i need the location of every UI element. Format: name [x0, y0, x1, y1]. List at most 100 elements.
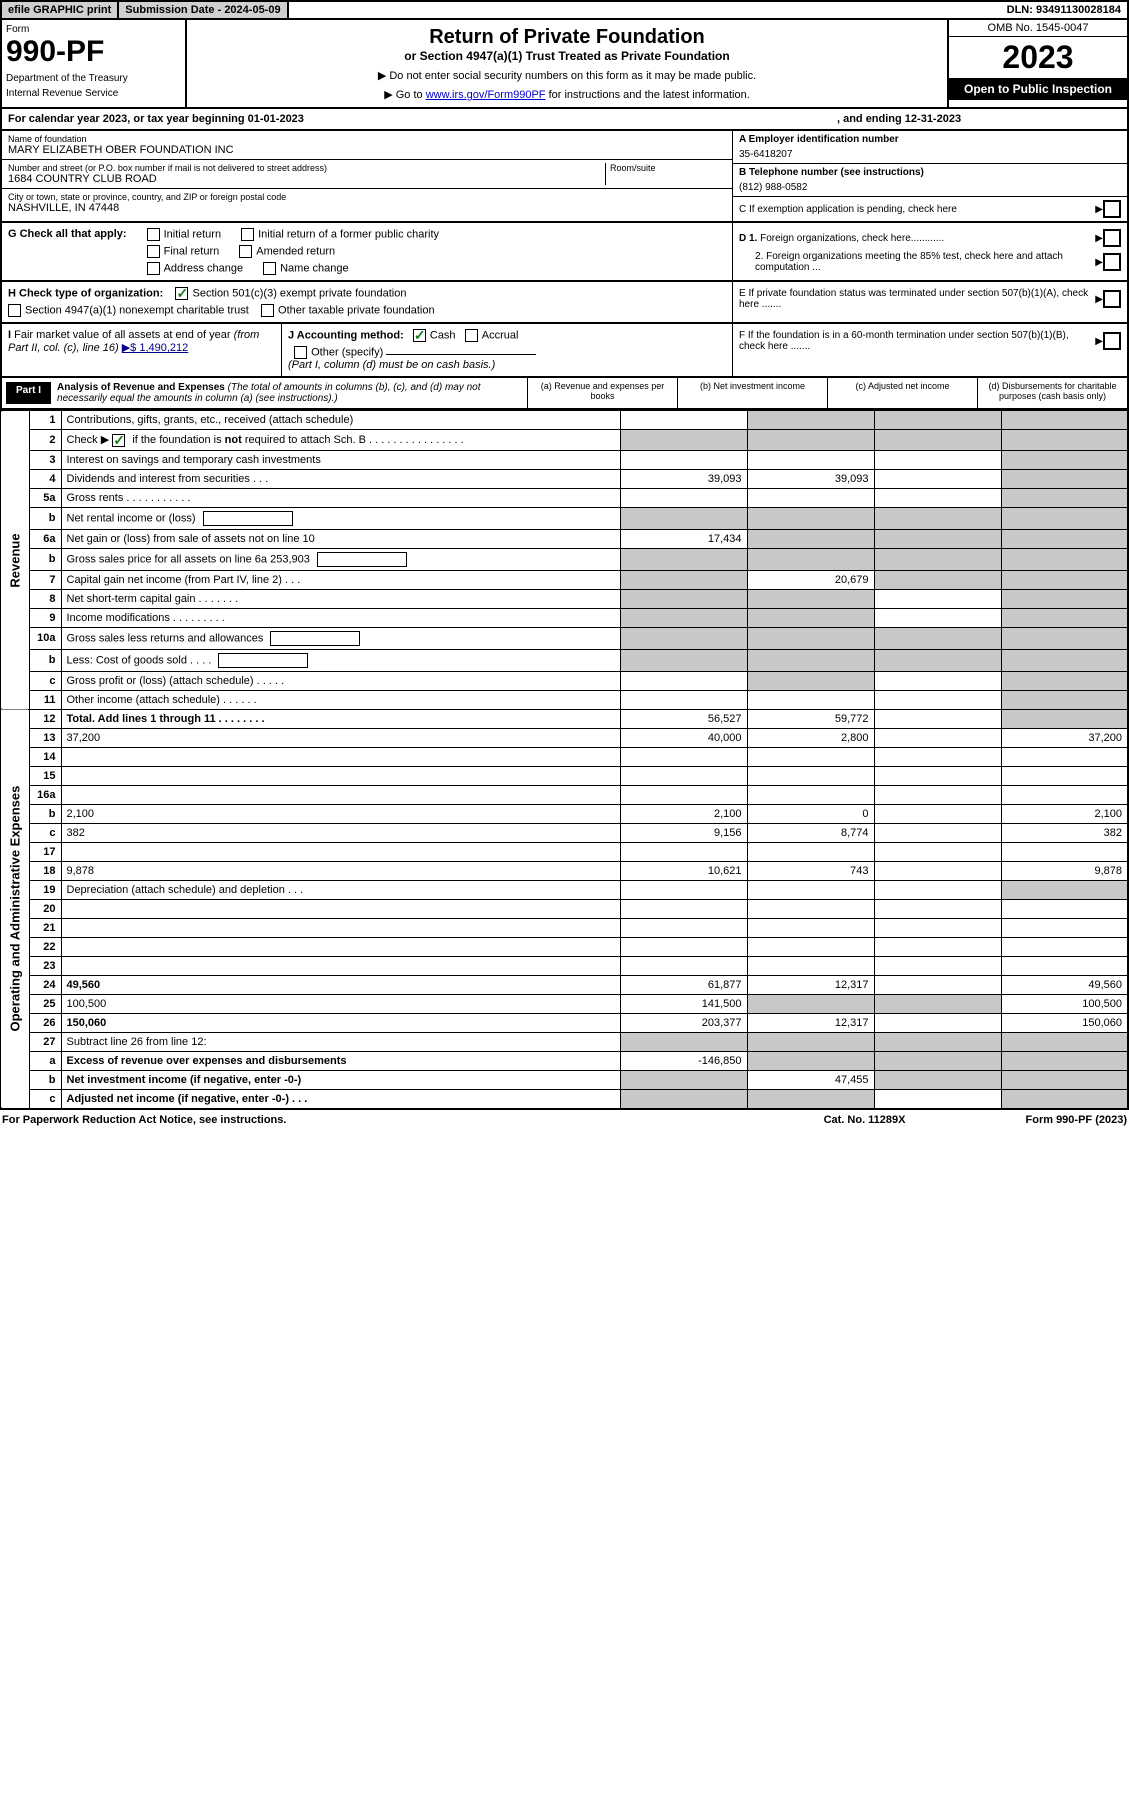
- accrual-chk[interactable]: [465, 329, 478, 342]
- row-description: Depreciation (attach schedule) and deple…: [61, 880, 620, 899]
- expenses-side-label: Operating and Administrative Expenses: [1, 709, 29, 1109]
- cell-a: 39,093: [620, 469, 747, 488]
- address-change-chk[interactable]: [147, 262, 160, 275]
- e-checkbox[interactable]: [1103, 290, 1121, 308]
- cell-b: [747, 690, 874, 709]
- cell-c: [874, 1051, 1001, 1070]
- 501c3-chk[interactable]: [175, 287, 188, 300]
- cell-b: 39,093: [747, 469, 874, 488]
- table-row: 27Subtract line 26 from line 12:: [1, 1032, 1128, 1051]
- cell-d: 49,560: [1001, 975, 1128, 994]
- row-description: Gross profit or (loss) (attach schedule)…: [61, 671, 620, 690]
- row-number: c: [29, 823, 61, 842]
- f-block: F If the foundation is in a 60-month ter…: [732, 324, 1127, 376]
- table-row: 25100,500141,500100,500: [1, 994, 1128, 1013]
- cell-b: [747, 937, 874, 956]
- e-block: E If private foundation status was termi…: [732, 282, 1127, 322]
- cell-d: [1001, 880, 1128, 899]
- amended-return-chk[interactable]: [239, 245, 252, 258]
- cell-b: [747, 548, 874, 570]
- cell-c: [874, 1070, 1001, 1089]
- amended-return-lbl: Amended return: [256, 245, 335, 257]
- cell-b: [747, 880, 874, 899]
- table-row: 11Other income (attach schedule) . . . .…: [1, 690, 1128, 709]
- row-number: 1: [29, 411, 61, 430]
- cell-b: [747, 956, 874, 975]
- row-number: 11: [29, 690, 61, 709]
- row-description: Check ▶ if the foundation is not require…: [61, 430, 620, 451]
- row-number: 4: [29, 469, 61, 488]
- cell-a: [620, 880, 747, 899]
- d1-checkbox[interactable]: [1103, 229, 1121, 247]
- cell-b: 12,317: [747, 975, 874, 994]
- other-specify-chk[interactable]: [294, 346, 307, 359]
- table-row: 2449,56061,87712,31749,560: [1, 975, 1128, 994]
- cell-b: 2,800: [747, 728, 874, 747]
- form-title: Return of Private Foundation: [197, 26, 937, 49]
- cell-a: -146,850: [620, 1051, 747, 1070]
- cell-a: [620, 411, 747, 430]
- row-number: 25: [29, 994, 61, 1013]
- cell-a: 10,621: [620, 861, 747, 880]
- row-number: 3: [29, 450, 61, 469]
- cell-a: [620, 507, 747, 529]
- cash-chk[interactable]: [413, 329, 426, 342]
- 4947a1-chk[interactable]: [8, 304, 21, 317]
- cell-a: [620, 430, 747, 451]
- row-description: 382: [61, 823, 620, 842]
- cell-c: [874, 589, 1001, 608]
- cell-b: 12,317: [747, 1013, 874, 1032]
- address-change-lbl: Address change: [164, 262, 244, 274]
- cell-b: 0: [747, 804, 874, 823]
- cell-d: [1001, 1089, 1128, 1109]
- row-description: Dividends and interest from securities .…: [61, 469, 620, 488]
- cell-b: [747, 450, 874, 469]
- final-return-chk[interactable]: [147, 245, 160, 258]
- cell-d: 150,060: [1001, 1013, 1128, 1032]
- cell-c: [874, 627, 1001, 649]
- exemption-pending-checkbox[interactable]: [1103, 200, 1121, 218]
- dept-treasury: Department of the Treasury: [6, 73, 181, 84]
- revenue-side-label: Revenue: [1, 411, 29, 710]
- initial-former-chk[interactable]: [241, 228, 254, 241]
- initial-return-chk[interactable]: [147, 228, 160, 241]
- d2-checkbox[interactable]: [1103, 253, 1121, 271]
- row-number: 19: [29, 880, 61, 899]
- other-taxable-chk[interactable]: [261, 304, 274, 317]
- cell-b: [747, 1089, 874, 1109]
- sch-b-chk[interactable]: [112, 434, 125, 447]
- efile-print-btn[interactable]: efile GRAPHIC print: [2, 2, 119, 18]
- cell-c: [874, 608, 1001, 627]
- cell-a: 203,377: [620, 1013, 747, 1032]
- ein-lbl: A Employer identification number: [739, 134, 1121, 145]
- cell-a: 40,000: [620, 728, 747, 747]
- form990pf-link[interactable]: www.irs.gov/Form990PF: [426, 89, 546, 101]
- tax-year: 2023: [949, 37, 1127, 78]
- row-number: b: [29, 1070, 61, 1089]
- row-number: c: [29, 671, 61, 690]
- cell-c: [874, 880, 1001, 899]
- row-number: 2: [29, 430, 61, 451]
- row-description: [61, 747, 620, 766]
- table-row: 9Income modifications . . . . . . . . .: [1, 608, 1128, 627]
- row-description: 150,060: [61, 1013, 620, 1032]
- cell-d: [1001, 766, 1128, 785]
- cell-d: 9,878: [1001, 861, 1128, 880]
- addr-lbl: Number and street (or P.O. box number if…: [8, 163, 601, 173]
- cell-d: [1001, 842, 1128, 861]
- table-row: 6aNet gain or (loss) from sale of assets…: [1, 529, 1128, 548]
- cell-a: [620, 627, 747, 649]
- cell-b: [747, 627, 874, 649]
- row-description: [61, 956, 620, 975]
- footer-left: For Paperwork Reduction Act Notice, see …: [2, 1114, 824, 1126]
- row-description: Net gain or (loss) from sale of assets n…: [61, 529, 620, 548]
- form-label: Form: [6, 24, 181, 35]
- row-description: 100,500: [61, 994, 620, 1013]
- note2-post: for instructions and the latest informat…: [546, 89, 750, 101]
- cell-c: [874, 709, 1001, 728]
- f-checkbox[interactable]: [1103, 332, 1121, 350]
- name-change-chk[interactable]: [263, 262, 276, 275]
- row-number: c: [29, 1089, 61, 1109]
- cell-a: 56,527: [620, 709, 747, 728]
- row-description: Other income (attach schedule) . . . . .…: [61, 690, 620, 709]
